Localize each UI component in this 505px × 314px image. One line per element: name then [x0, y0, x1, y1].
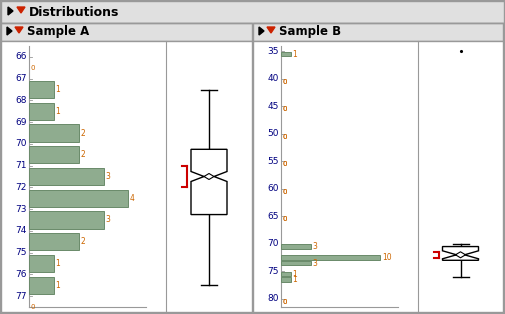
Text: 80: 80	[268, 294, 279, 303]
Bar	[253, 23, 503, 41]
Text: 40: 40	[268, 74, 279, 84]
Text: 0: 0	[282, 216, 287, 222]
Bar	[281, 272, 291, 276]
Bar	[29, 146, 79, 164]
Polygon shape	[15, 27, 23, 33]
Text: 4: 4	[130, 194, 135, 203]
Polygon shape	[267, 27, 275, 33]
Text: 60: 60	[268, 184, 279, 193]
Text: 0: 0	[282, 134, 287, 140]
Bar	[29, 233, 79, 251]
Text: 0: 0	[282, 299, 287, 305]
Bar	[281, 261, 311, 265]
Text: 10: 10	[382, 253, 391, 262]
Bar	[1, 1, 504, 23]
Text: 0: 0	[282, 79, 287, 85]
Polygon shape	[259, 27, 264, 35]
Text: 0: 0	[282, 161, 287, 167]
Text: 75: 75	[268, 267, 279, 276]
Text: 0: 0	[30, 304, 35, 310]
Text: 70: 70	[268, 239, 279, 248]
Text: 2: 2	[80, 150, 85, 159]
Text: 0: 0	[282, 299, 287, 305]
Text: 45: 45	[268, 102, 279, 111]
Text: 0: 0	[282, 79, 287, 85]
Text: 72: 72	[16, 183, 27, 192]
Text: 66: 66	[16, 52, 27, 61]
Bar	[29, 103, 54, 120]
Text: 0: 0	[282, 189, 287, 195]
Text: 71: 71	[16, 161, 27, 170]
Text: 76: 76	[16, 270, 27, 279]
Text: 35: 35	[268, 47, 279, 56]
Polygon shape	[7, 27, 12, 35]
Text: 1: 1	[56, 259, 60, 268]
Text: 3: 3	[312, 242, 317, 251]
Text: 0: 0	[282, 189, 287, 195]
Text: 55: 55	[268, 157, 279, 166]
Text: Distributions: Distributions	[29, 6, 119, 19]
Text: 3: 3	[105, 215, 110, 225]
Text: 68: 68	[16, 96, 27, 105]
Text: 0: 0	[282, 106, 287, 112]
Bar	[29, 168, 104, 185]
Text: 2: 2	[80, 128, 85, 138]
Bar	[29, 211, 104, 229]
Bar	[281, 52, 291, 57]
Bar	[253, 41, 503, 312]
Text: 74: 74	[16, 226, 27, 236]
Bar	[29, 255, 54, 272]
Text: 0: 0	[282, 161, 287, 167]
Bar	[281, 277, 291, 282]
Text: 1: 1	[292, 275, 297, 284]
Text: 0: 0	[282, 106, 287, 112]
Text: 3: 3	[312, 258, 317, 268]
Polygon shape	[442, 246, 479, 260]
Text: 75: 75	[16, 248, 27, 257]
Text: 0: 0	[282, 134, 287, 140]
Text: 2: 2	[80, 237, 85, 246]
Text: 73: 73	[16, 205, 27, 214]
Text: 0: 0	[30, 65, 35, 71]
Bar	[1, 23, 252, 41]
Text: 50: 50	[268, 129, 279, 138]
Text: 77: 77	[16, 292, 27, 300]
Bar	[281, 255, 380, 260]
Polygon shape	[17, 7, 25, 13]
Bar	[281, 244, 311, 249]
Text: 1: 1	[292, 50, 297, 59]
Bar	[29, 124, 79, 142]
Text: Sample A: Sample A	[27, 25, 89, 39]
Polygon shape	[191, 149, 227, 214]
Text: 3: 3	[105, 172, 110, 181]
Bar	[1, 41, 252, 312]
Polygon shape	[8, 7, 13, 15]
Text: 69: 69	[16, 118, 27, 127]
Text: 1: 1	[56, 107, 60, 116]
Text: 1: 1	[292, 269, 297, 279]
Bar	[29, 81, 54, 98]
Text: 1: 1	[56, 281, 60, 290]
Text: 65: 65	[268, 212, 279, 221]
Text: 70: 70	[16, 139, 27, 149]
Text: 0: 0	[282, 216, 287, 222]
Text: 67: 67	[16, 74, 27, 83]
Text: Sample B: Sample B	[279, 25, 341, 39]
Bar	[29, 277, 54, 294]
Bar	[29, 190, 128, 207]
Text: 1: 1	[56, 85, 60, 94]
